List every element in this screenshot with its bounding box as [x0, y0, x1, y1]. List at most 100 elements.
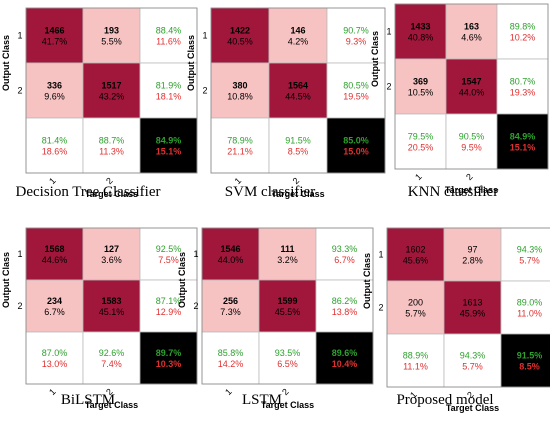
correct-rate: 88.9% [403, 351, 429, 361]
correct-rate: 91.5% [285, 136, 311, 146]
x-tick-label: 1 [223, 387, 234, 398]
correct-rate: 90.7% [343, 26, 369, 36]
x-tick-label: 2 [280, 387, 291, 398]
cell-percent: 40.5% [227, 37, 253, 47]
correct-rate: 81.4% [42, 136, 68, 146]
cell-percent: 10.8% [227, 92, 253, 102]
x-tick-label: 2 [104, 387, 115, 398]
cell-percent: 3.2% [277, 255, 298, 265]
error-rate: 13.8% [332, 307, 358, 317]
y-tick-label: 2 [378, 303, 383, 313]
x-axis-label: Target Class [85, 189, 138, 199]
correct-rate: 86.2% [332, 296, 358, 306]
matrix-cell [445, 3, 498, 60]
row-summary-cell [496, 58, 549, 115]
y-tick-label: 1 [378, 250, 383, 260]
error-rate: 19.5% [343, 92, 369, 102]
column-summary-cell [445, 113, 498, 170]
matrix-frame [25, 227, 198, 385]
matrix-cell [201, 279, 260, 333]
error-rate: 8.5% [288, 147, 309, 157]
error-rate: 7.5% [158, 255, 179, 265]
correct-rate: 93.5% [275, 348, 301, 358]
cell-percent: 45.5% [275, 307, 301, 317]
correct-rate: 89.6% [332, 348, 358, 358]
total-accuracy-cell [500, 333, 550, 388]
chart-caption: SVM classifier [224, 184, 316, 200]
column-summary-cell [258, 331, 317, 385]
error-rate: 7.4% [101, 359, 122, 369]
matrix-cell [210, 7, 270, 64]
matrix-cell [394, 58, 447, 115]
error-rate: 5.7% [462, 362, 483, 372]
cell-count: 1602 [405, 245, 425, 255]
error-rate: 15.1% [156, 147, 182, 157]
cell-percent: 4.6% [461, 33, 482, 43]
correct-rate: 85.8% [218, 348, 244, 358]
correct-rate: 88.7% [99, 136, 125, 146]
y-tick-label: 2 [17, 86, 22, 96]
y-tick-label: 2 [202, 86, 207, 96]
row-summary-cell [326, 7, 386, 64]
cell-percent: 44.0% [459, 88, 485, 98]
cell-count: 1564 [288, 81, 308, 91]
cell-count: 256 [223, 296, 238, 306]
column-summary-cell [394, 113, 447, 170]
correct-rate: 87.0% [42, 348, 68, 358]
column-summary-cell [25, 331, 84, 385]
y-tick-label: 2 [193, 301, 198, 311]
error-rate: 6.5% [277, 359, 298, 369]
error-rate: 10.2% [510, 33, 536, 43]
matrix-frame [386, 227, 550, 388]
y-tick-label: 1 [17, 31, 22, 41]
matrix-cell [82, 7, 141, 64]
x-axis-label: Target Class [261, 400, 314, 410]
cell-count: 127 [104, 244, 119, 254]
column-summary-cell [82, 331, 141, 385]
correct-rate: 89.0% [517, 298, 543, 308]
cell-percent: 40.8% [408, 33, 434, 43]
matrix-cell [25, 227, 84, 281]
cell-percent: 44.6% [42, 255, 68, 265]
confusion-matrix-6: 160245.6%972.8%94.3%5.7%2005.7%161345.9%… [362, 227, 550, 413]
cell-count: 163 [464, 22, 479, 32]
cell-percent: 45.1% [99, 307, 125, 317]
error-rate: 8.5% [519, 362, 540, 372]
y-axis-label: Output Class [362, 253, 372, 309]
correct-rate: 85.0% [343, 136, 369, 146]
matrix-cell [386, 227, 445, 282]
error-rate: 11.1% [403, 362, 428, 372]
chart-caption: BiLSTM [60, 392, 116, 408]
x-axis-label: Target Class [85, 400, 138, 410]
cell-count: 1599 [277, 296, 297, 306]
cell-count: 1422 [230, 26, 250, 36]
y-axis-label: Output Class [177, 252, 187, 308]
error-rate: 9.5% [461, 143, 482, 153]
cell-percent: 5.7% [405, 309, 426, 319]
correct-rate: 88.4% [156, 26, 182, 36]
matrix-cell [268, 7, 328, 64]
matrix-cell [258, 279, 317, 333]
cell-count: 111 [280, 244, 294, 254]
y-tick-label: 1 [17, 249, 22, 259]
cell-count: 146 [290, 26, 305, 36]
cell-percent: 2.8% [462, 256, 483, 266]
cell-count: 1613 [462, 298, 482, 308]
total-accuracy-cell [139, 117, 198, 174]
x-tick-label: 2 [104, 176, 115, 187]
matrix-cell [82, 227, 141, 281]
y-tick-label: 1 [193, 249, 198, 259]
matrix-frame [201, 227, 374, 385]
total-accuracy-cell [496, 113, 549, 170]
error-rate: 21.1% [227, 147, 253, 157]
y-tick-label: 2 [386, 82, 391, 92]
matrix-cell [258, 227, 317, 281]
cell-percent: 4.2% [288, 37, 309, 47]
cell-count: 369 [413, 77, 428, 87]
chart-caption: Decision Tree Classifier [15, 184, 161, 200]
matrix-cell [25, 7, 84, 64]
